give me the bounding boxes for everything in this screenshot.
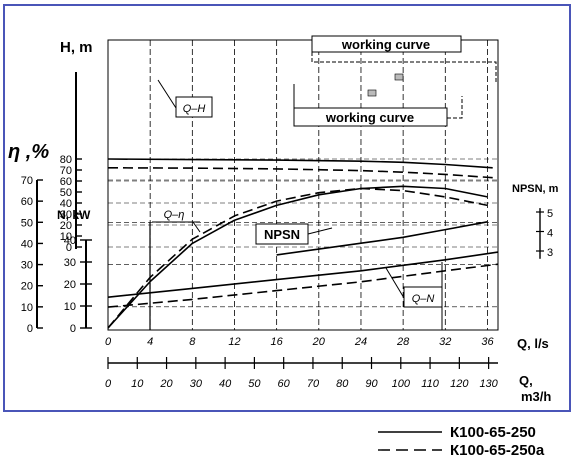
qh-box — [175, 96, 213, 118]
npsh-axis-label: NPSN, m — [512, 183, 559, 195]
flow-ls-tick-label: 20 — [312, 336, 326, 348]
legend-label: К100-65-250 — [450, 424, 536, 441]
flow-ls-tick-label: 12 — [228, 336, 240, 348]
flow-ls-tick-label: 8 — [189, 336, 196, 348]
npsh-leader — [307, 227, 333, 235]
series-efficiency-dashed — [107, 187, 488, 329]
flow-ls-tick-label: 24 — [354, 336, 367, 348]
head-tick-label: 30 — [60, 209, 72, 221]
qh-label: Q–H — [183, 103, 206, 115]
flow-ls-tick-label: 36 — [481, 336, 494, 348]
head-tick-label: 80 — [60, 154, 72, 166]
flow-m3h-tick-label: 50 — [248, 378, 261, 390]
legend-label: К100-65-250a — [450, 442, 545, 459]
flow-m3h-tick-label: 110 — [421, 378, 439, 390]
working-curve-bottom-marker — [367, 89, 377, 97]
flow-m3h-tick-label: 60 — [278, 378, 291, 390]
head-tick-label: 50 — [60, 187, 72, 199]
flow-m3h-axis-label-unit: m3/h — [521, 389, 551, 404]
power-tick-label: 30 — [64, 257, 76, 269]
qeta-label: Q–η — [164, 209, 185, 221]
flow-m3h-axis-label: Q, — [519, 373, 533, 388]
head-tick-label: 20 — [60, 220, 72, 232]
efficiency-tick-label: 0 — [27, 323, 33, 335]
series-power-dashed — [107, 263, 499, 308]
npsh-label: NPSN — [264, 227, 300, 242]
flow-m3h-tick-label: 130 — [479, 378, 498, 390]
head-tick-label: 10 — [60, 231, 72, 243]
working-curve-top-bracket — [311, 52, 497, 84]
working-curve-top-label: working curve — [341, 37, 430, 52]
power-tick-label: 0 — [70, 323, 76, 335]
efficiency-tick-label: 10 — [21, 302, 33, 314]
head-tick-label: 40 — [60, 198, 72, 210]
efficiency-axis-label: η ,% — [8, 141, 49, 163]
working-curve-top-marker — [394, 73, 404, 81]
npsh-tick-label: 4 — [547, 228, 553, 240]
series-head-solid — [107, 158, 493, 169]
series-efficiency-solid — [107, 185, 488, 329]
qeta-leader — [192, 221, 201, 233]
qh-leader — [157, 79, 177, 109]
flow-m3h-tick-label: 80 — [336, 378, 349, 390]
power-tick-label: 40 — [64, 235, 76, 247]
series-power-solid — [107, 251, 499, 298]
power-tick-label: 10 — [64, 301, 76, 313]
flow-ls-tick-label: 32 — [439, 336, 451, 348]
flow-m3h-tick-label: 70 — [307, 378, 320, 390]
head-axis-label: H, m — [60, 39, 93, 56]
working-curve-bottom-label: working curve — [325, 110, 414, 125]
working-curve-bottom-bracket-right — [447, 96, 463, 119]
efficiency-tick-label: 30 — [21, 260, 33, 272]
chart-frame — [3, 4, 571, 412]
npsh-tick-label: 3 — [547, 247, 553, 259]
qn-leader — [385, 267, 405, 299]
head-tick-label: 60 — [60, 176, 72, 188]
flow-m3h-tick-label: 90 — [365, 378, 378, 390]
flow-m3h-tick-label: 30 — [190, 378, 203, 390]
efficiency-tick-label: 70 — [21, 175, 33, 187]
working-curve-top-box — [311, 35, 462, 53]
power-axis-label: N, kW — [57, 208, 91, 222]
flow-m3h-tick-label: 100 — [392, 378, 411, 390]
flow-ls-tick-label: 0 — [105, 336, 112, 348]
efficiency-tick-label: 50 — [21, 217, 33, 229]
flow-m3h-tick-label: 0 — [105, 378, 112, 390]
power-tick-label: 20 — [64, 279, 76, 291]
flow-m3h-tick-label: 40 — [219, 378, 232, 390]
labels-layer: working curve working curve Q–H Q–η NPSN Q–N — [149, 35, 497, 330]
flow-m3h-tick-label: 10 — [131, 378, 144, 390]
flow-m3h-tick-label: 20 — [159, 378, 173, 390]
qn-label: Q–N — [412, 293, 435, 305]
efficiency-tick-label: 40 — [21, 238, 33, 250]
flow-ls-tick-label: 4 — [147, 336, 153, 348]
flow-m3h-tick-label: 120 — [450, 378, 469, 390]
series-head-dashed — [107, 167, 493, 179]
efficiency-tick-label: 20 — [21, 281, 33, 293]
working-curve-bottom-box — [293, 107, 448, 127]
series-layer — [107, 158, 499, 329]
flow-ls-axis-label: Q, l/s — [517, 336, 549, 351]
flow-ls-tick-label: 28 — [396, 336, 410, 348]
efficiency-tick-label: 60 — [21, 196, 33, 208]
head-tick-label: 0 — [66, 242, 72, 254]
series-npsh-solid — [276, 221, 488, 256]
flow-ls-tick-label: 16 — [271, 336, 284, 348]
npsh-tick-label: 5 — [547, 208, 553, 220]
head-tick-label: 70 — [60, 165, 72, 177]
